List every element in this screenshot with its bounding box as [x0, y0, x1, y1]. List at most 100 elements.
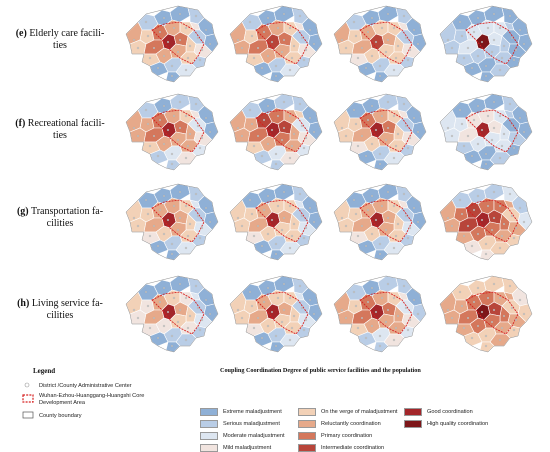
admin-center-marker — [274, 252, 278, 256]
map-outline — [125, 275, 219, 353]
admin-center-marker — [522, 312, 526, 316]
admin-center-marker — [502, 222, 506, 226]
legend-core-area-label: Wuhan-Ezhou-Huanggang-Huangshi Core Deve… — [39, 393, 145, 406]
admin-center-marker — [170, 252, 174, 256]
legend-swatch — [404, 408, 422, 416]
admin-center-marker — [522, 130, 526, 134]
admin-center-marker — [408, 318, 412, 322]
admin-center-marker — [170, 152, 174, 156]
admin-center-marker — [378, 74, 382, 78]
admin-center-marker — [156, 154, 160, 158]
admin-center-marker — [396, 132, 400, 136]
admin-center-icon — [22, 381, 34, 391]
admin-center-marker — [386, 126, 390, 130]
admin-center-marker — [344, 46, 348, 50]
legend-class-label: Mild maladjustment — [223, 445, 272, 451]
admin-center-marker — [490, 228, 494, 232]
admin-center-marker — [492, 282, 496, 286]
admin-center-marker — [198, 58, 202, 62]
admin-center-marker — [302, 328, 306, 332]
row-label-g: (g) Transportation fa-cilities — [4, 206, 116, 230]
admin-center-marker — [386, 12, 390, 16]
core-development-area-boundary — [359, 21, 413, 65]
admin-center-marker — [146, 304, 150, 308]
admin-center-marker — [184, 156, 188, 160]
admin-center-marker — [472, 30, 476, 34]
admin-center-marker — [498, 338, 502, 342]
admin-center-marker — [480, 40, 484, 44]
admin-center-marker — [510, 306, 514, 310]
admin-center-marker — [462, 144, 466, 148]
county-boundary-icon — [22, 411, 34, 421]
admin-center-marker — [458, 198, 462, 202]
admin-center-marker — [282, 282, 286, 286]
admin-center-marker — [196, 214, 200, 218]
admin-center-marker — [170, 334, 174, 338]
admin-center-marker — [292, 132, 296, 136]
admin-center-marker — [298, 284, 302, 288]
map-panel-h-1 — [118, 270, 222, 354]
admin-center-marker — [288, 338, 292, 342]
admin-center-marker — [492, 126, 496, 130]
admin-center-marker — [274, 64, 278, 68]
admin-center-marker — [184, 114, 188, 118]
map-outline — [333, 275, 427, 353]
admin-center-marker — [498, 296, 502, 300]
map-panel-e-1 — [118, 0, 222, 84]
admin-center-marker — [460, 304, 464, 308]
admin-center-marker — [194, 192, 198, 196]
admin-center-marker — [146, 122, 150, 126]
admin-center-marker — [460, 122, 464, 126]
admin-center-marker — [374, 40, 378, 44]
legend-class-item: High quality coordination — [404, 420, 488, 428]
admin-center-marker — [476, 104, 480, 108]
admin-center-marker — [188, 314, 192, 318]
legend-swatch — [200, 408, 218, 416]
admin-center-marker — [356, 56, 360, 60]
admin-center-marker — [152, 46, 156, 50]
admin-center-marker — [266, 16, 270, 20]
admin-center-marker — [298, 102, 302, 106]
admin-center-marker — [378, 252, 382, 256]
admin-center-marker — [260, 154, 264, 158]
row-label-f: (f) Recreational facili-ties — [4, 118, 116, 142]
admin-center-marker — [250, 122, 254, 126]
admin-center-marker — [288, 156, 292, 160]
map-outline — [229, 5, 323, 83]
admin-center-marker — [518, 206, 522, 210]
admin-center-marker — [176, 320, 180, 324]
admin-center-marker — [492, 190, 496, 194]
admin-center-marker — [240, 224, 244, 228]
row-label-line: Transportation fa- — [30, 206, 104, 217]
admin-center-marker — [364, 66, 368, 70]
admin-center-marker — [240, 134, 244, 138]
admin-center-marker — [364, 154, 368, 158]
admin-center-marker — [186, 56, 190, 60]
admin-center-marker — [194, 14, 198, 18]
map-panel-f-1 — [118, 88, 222, 172]
admin-center-marker — [304, 318, 308, 322]
admin-center-marker — [302, 58, 306, 62]
admin-center-marker — [502, 132, 506, 136]
admin-center-marker — [198, 146, 202, 150]
admin-center-marker — [498, 114, 502, 118]
admin-center-marker — [344, 316, 348, 320]
admin-center-marker — [208, 130, 212, 134]
legend-class-item: Primary coordination — [298, 432, 372, 440]
admin-center-marker — [162, 286, 166, 290]
admin-center-marker — [492, 12, 496, 16]
legend-class-label: Primary coordination — [321, 433, 373, 439]
legend-class-item: Good coordination — [404, 408, 473, 416]
legend-county-boundary-label: County boundary — [39, 413, 82, 419]
admin-center-marker — [136, 46, 140, 50]
legend-class-item: Extreme maladjustment — [200, 408, 282, 416]
admin-center-marker — [484, 64, 488, 68]
admin-center-marker — [240, 46, 244, 50]
admin-center-marker — [522, 42, 526, 46]
admin-center-marker — [366, 30, 370, 34]
admin-center-marker — [144, 108, 148, 112]
map-panel-g-1 — [118, 178, 222, 262]
legend-swatch — [200, 444, 218, 452]
admin-center-marker — [146, 212, 150, 216]
admin-center-marker — [280, 138, 284, 142]
